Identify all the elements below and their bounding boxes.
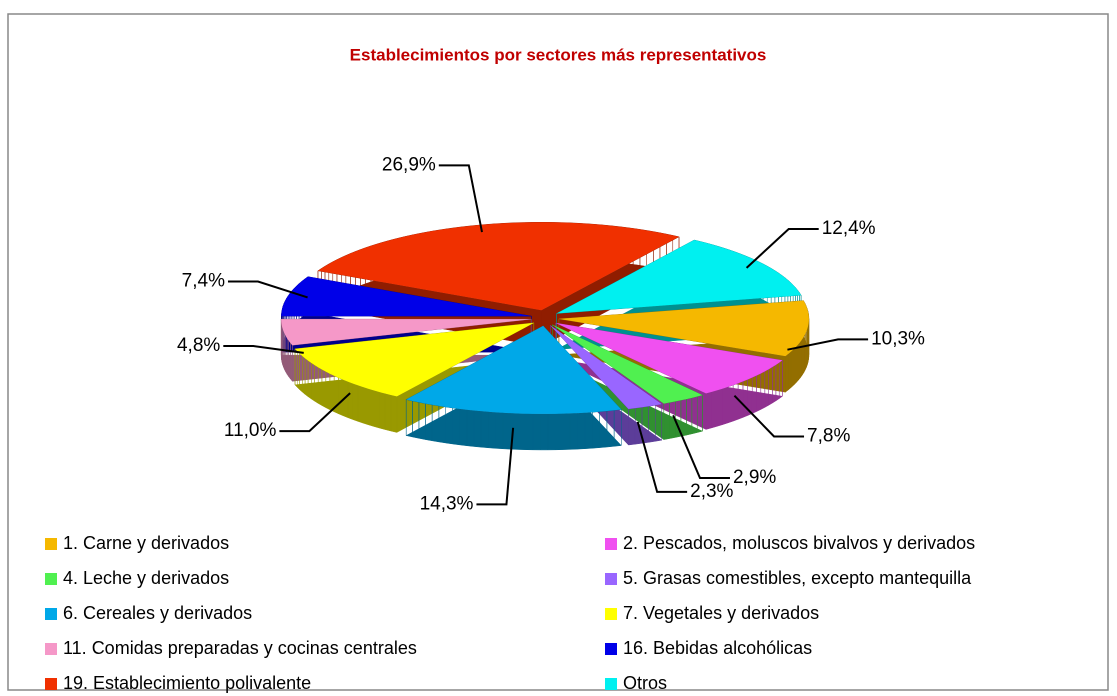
legend-label: 2. Pescados, moluscos bivalvos y derivad… (623, 533, 975, 553)
legend-label: 4. Leche y derivados (63, 568, 229, 588)
legend-swatch (45, 573, 57, 585)
legend-swatch (45, 643, 57, 655)
legend-label: 16. Bebidas alcohólicas (623, 638, 812, 658)
data-label: 11,0% (224, 420, 277, 441)
legend-swatch (45, 608, 57, 620)
leader-line (476, 427, 515, 506)
legend-swatch (605, 538, 617, 550)
leader-line (438, 164, 483, 233)
leader-line (636, 421, 688, 493)
legend-swatch (605, 678, 617, 690)
data-label: 26,9% (382, 154, 436, 175)
chart-title: Establecimientos por sectores más repres… (350, 45, 767, 64)
data-label: 2,3% (690, 481, 733, 502)
slice (317, 222, 680, 311)
leader-line (733, 394, 805, 438)
data-label: 7,4% (182, 271, 225, 292)
leader-line (787, 338, 869, 351)
legend-label: 19. Establecimiento polivalente (63, 673, 311, 693)
leader-line (223, 345, 304, 354)
legend-swatch (45, 678, 57, 690)
legend-label: 1. Carne y derivados (63, 533, 229, 553)
legend-label: 7. Vegetales y derivados (623, 603, 819, 623)
legend-label: 6. Cereales y derivados (63, 603, 252, 623)
legend-swatch (605, 573, 617, 585)
slice (406, 325, 622, 414)
legend-label: 5. Grasas comestibles, excepto mantequil… (623, 568, 972, 588)
data-label: 12,4% (822, 218, 876, 239)
data-label: 10,3% (871, 328, 925, 349)
slice (552, 324, 703, 404)
leader-line (745, 227, 819, 269)
leader-line (227, 280, 308, 299)
slice (281, 276, 532, 317)
leader-line (279, 392, 351, 433)
slice (556, 240, 802, 314)
legend-swatch (45, 538, 57, 550)
legend-swatch (605, 608, 617, 620)
slice (295, 322, 534, 397)
data-label: 14,3% (420, 493, 474, 514)
legend-swatch (605, 643, 617, 655)
legend-label: 11. Comidas preparadas y cocinas central… (63, 638, 417, 658)
data-label: 7,8% (807, 426, 850, 447)
slice (558, 300, 809, 357)
data-label: 4,8% (177, 335, 220, 356)
slice (550, 325, 662, 409)
slice (281, 319, 532, 346)
legend-label: Otros (623, 673, 667, 693)
slice (555, 323, 783, 394)
leader-line (672, 414, 730, 479)
data-label: 2,9% (733, 467, 776, 488)
